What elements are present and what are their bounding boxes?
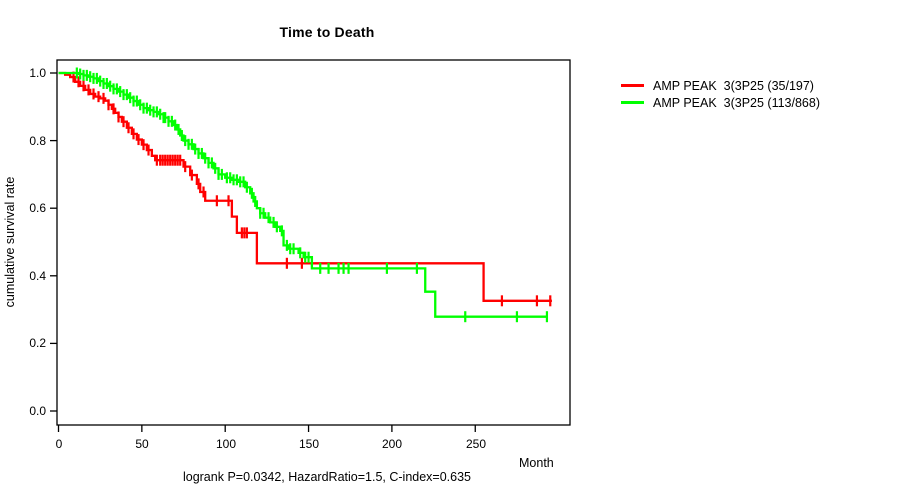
x-axis-label: Month [519, 456, 554, 470]
y-tick-label: 0.4 [29, 269, 46, 283]
x-tick-label: 150 [298, 437, 320, 451]
legend-line-swatch [621, 84, 644, 87]
survival-curve-0 [58, 71, 552, 302]
x-tick-label: 50 [135, 437, 149, 451]
x-tick-label: 0 [55, 437, 63, 451]
legend-entry-group1: AMP PEAK 3(3P25 (35/197) [621, 77, 820, 94]
y-tick-label: 0.2 [29, 336, 46, 350]
legend-entry-group2: AMP PEAK 3(3P25 (113/868) [621, 94, 820, 111]
legend-label: AMP PEAK 3(3P25 (113/868) [653, 95, 820, 110]
y-tick-label: 0.0 [29, 404, 46, 418]
x-tick-label: 100 [215, 437, 237, 451]
x-tick-label: 250 [465, 437, 487, 451]
chart-title: Time to Death [279, 24, 375, 40]
x-tick-label: 200 [381, 437, 403, 451]
y-tick-label: 0.8 [29, 134, 46, 148]
plot-box [56, 59, 571, 426]
survival-curve-1 [58, 71, 547, 318]
legend: AMP PEAK 3(3P25 (35/197) AMP PEAK 3(3P25… [621, 77, 820, 111]
legend-line-swatch [621, 101, 644, 104]
y-tick-label: 1.0 [29, 66, 46, 80]
stats-footnote: logrank P=0.0342, HazardRatio=1.5, C-ind… [182, 470, 472, 484]
y-tick-label: 0.6 [29, 201, 46, 215]
legend-label: AMP PEAK 3(3P25 (35/197) [653, 78, 814, 93]
